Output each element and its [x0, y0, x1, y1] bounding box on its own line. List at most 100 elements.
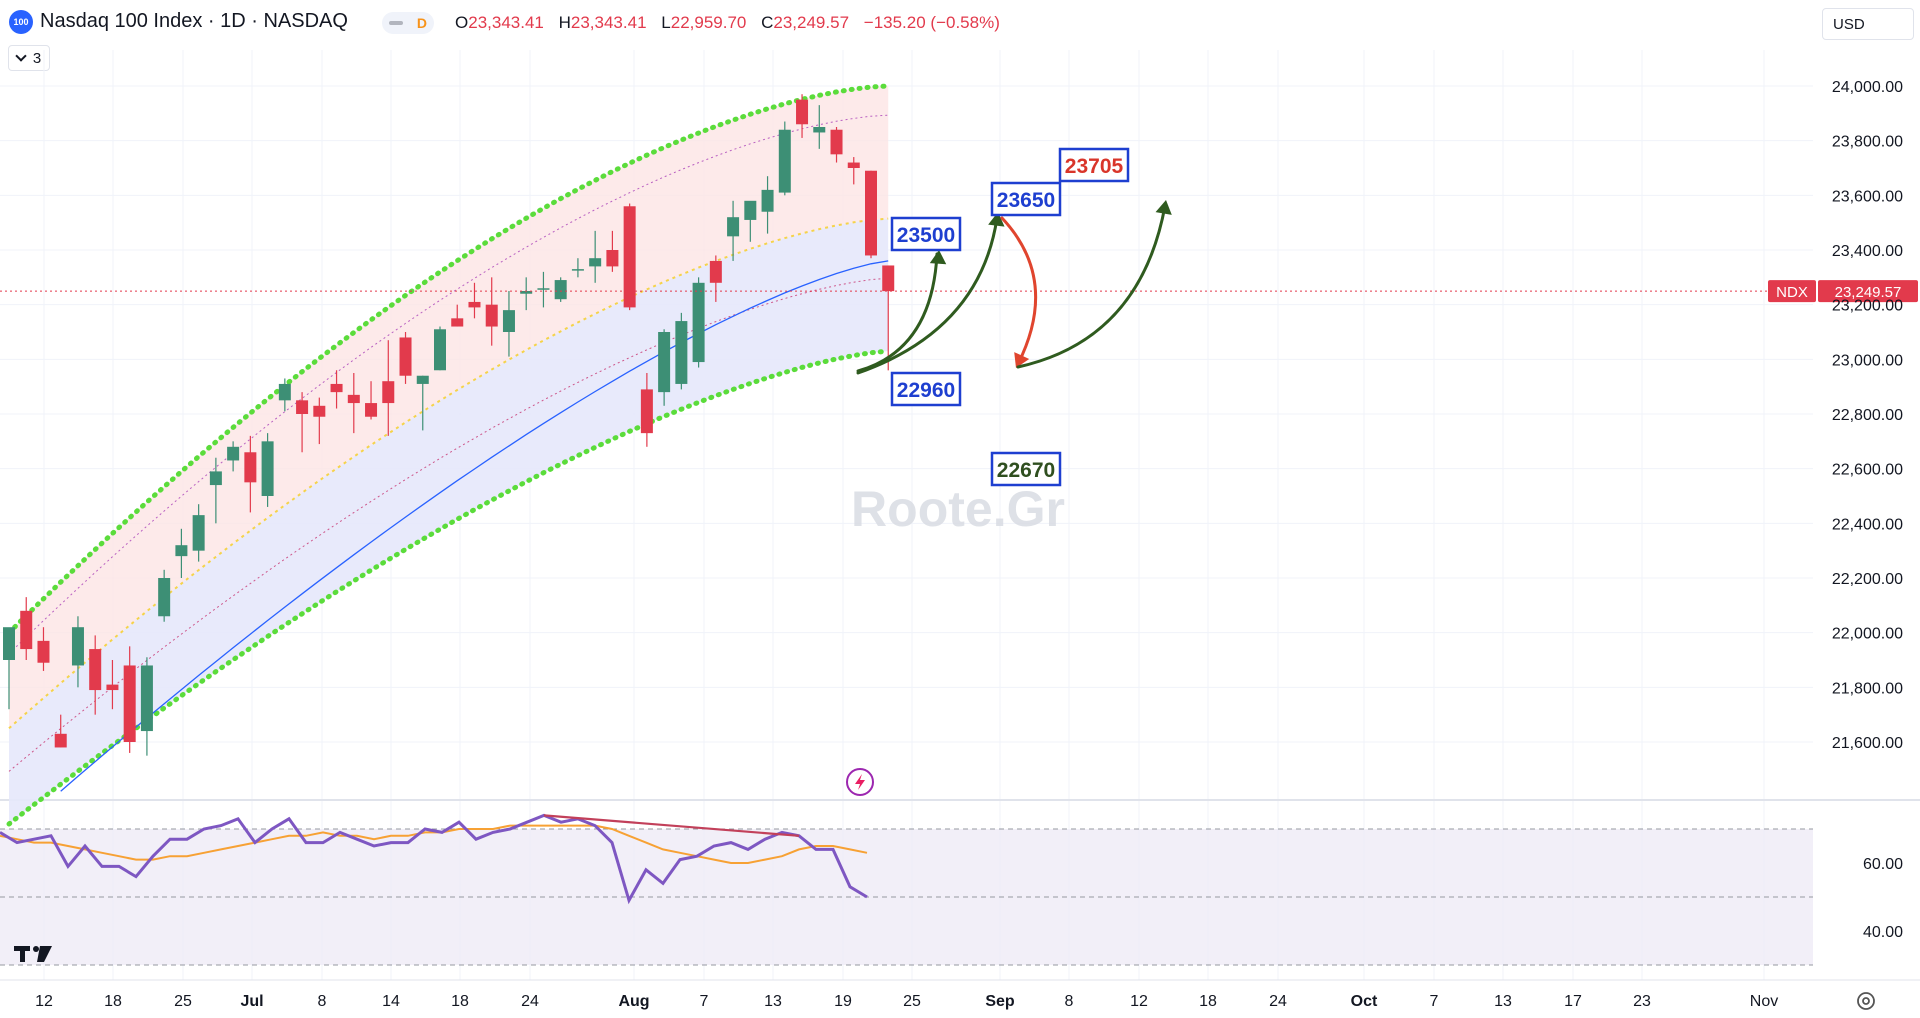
watermark-text: Roote.Gr: [851, 481, 1065, 537]
candle: [296, 392, 309, 453]
price-annotations: 23500 23650 23705 22960 22670: [890, 147, 1130, 487]
price-annotation-box[interactable]: 22670: [990, 451, 1062, 487]
symbol-logo[interactable]: 100: [9, 10, 33, 34]
candle: [192, 504, 205, 562]
candle-body: [227, 446, 240, 461]
candle: [537, 271, 550, 308]
time-axis-label: 24: [1269, 993, 1287, 1010]
high-value: 23,343.41: [570, 13, 647, 32]
candle: [140, 657, 153, 756]
price-annotation-box[interactable]: 23705: [1058, 147, 1130, 183]
candle-body: [416, 375, 429, 384]
time-axis-label: 13: [764, 993, 782, 1010]
candle: [882, 265, 895, 371]
candle-body: [847, 162, 860, 168]
price-annotation-box[interactable]: 23500: [890, 216, 962, 252]
price-axis-label: 21,800.00: [1832, 680, 1903, 697]
candle: [761, 176, 774, 234]
time-axis-label: 23: [1633, 993, 1651, 1010]
candle-body: [347, 394, 360, 404]
time-axis-label: 18: [1199, 993, 1217, 1010]
annotation-label: 23650: [997, 189, 1055, 212]
candle: [727, 200, 740, 261]
interval-badge[interactable]: D: [382, 12, 434, 34]
price-annotation-box[interactable]: 23650: [990, 181, 1062, 217]
candle: [209, 457, 222, 524]
candle-body: [365, 403, 378, 417]
candle-body: [37, 640, 50, 663]
candle: [451, 304, 464, 327]
chart-header: 100 Nasdaq 100 Index · 1D · NASDAQ D O 23…: [0, 0, 1920, 44]
price-axis-label: 23,200.00: [1832, 298, 1903, 315]
time-axis-label: 18: [104, 993, 122, 1010]
candle-body: [244, 452, 257, 483]
low-label: L: [661, 13, 671, 32]
time-axis-label: 7: [700, 993, 709, 1010]
channel-lower-bound: [6, 348, 891, 827]
close-value: 23,249.57: [773, 13, 850, 32]
tradingview-logo-icon[interactable]: [14, 946, 52, 962]
candle: [71, 616, 84, 688]
candle: [347, 373, 360, 434]
candle: [813, 105, 826, 149]
candle-body: [296, 400, 309, 414]
candle-body: [744, 200, 757, 220]
lightning-event-icon[interactable]: [846, 768, 874, 796]
price-axis-label: 22,400.00: [1832, 516, 1903, 533]
channel-upper-fill: [9, 86, 889, 729]
candle-body: [89, 649, 102, 691]
indicator-toggle-button[interactable]: 3: [8, 45, 50, 71]
candle-body: [20, 610, 33, 650]
candle: [3, 627, 15, 710]
candle: [571, 258, 584, 278]
time-axis-label: Nov: [1750, 993, 1778, 1010]
candle: [847, 157, 860, 185]
price-channel: [6, 83, 891, 827]
candle-body: [554, 280, 567, 300]
time-axis-label: 7: [1430, 993, 1439, 1010]
candle: [416, 375, 429, 431]
candle: [244, 435, 257, 513]
currency-select[interactable]: USD: [1822, 8, 1914, 40]
annotation-frame: [1058, 147, 1130, 183]
price-axis[interactable]: 24,000.00 23,800.00 23,600.00 23,400.00 23,2…: [1832, 79, 1903, 752]
candle-body: [278, 383, 291, 401]
candle-body: [813, 127, 826, 133]
time-axis-label: Oct: [1351, 993, 1378, 1010]
divergence-line: [543, 814, 800, 837]
annotation-frame: [990, 451, 1062, 487]
price-tag-symbol-box: [1768, 280, 1816, 303]
time-axis-label: 19: [834, 993, 852, 1010]
candle-body: [330, 383, 343, 393]
time-axis-label: 8: [318, 993, 327, 1010]
candle-body: [537, 288, 550, 290]
candle-body: [589, 258, 602, 267]
price-axis-label: 22,800.00: [1832, 407, 1903, 424]
time-axis-label: 25: [903, 993, 921, 1010]
price-axis-label: 22,000.00: [1832, 626, 1903, 643]
candle-body: [727, 217, 740, 237]
price-axis-label: 22,600.00: [1832, 462, 1903, 479]
candlestick-series: [3, 94, 895, 756]
candle-body: [3, 627, 15, 660]
candle-body: [468, 301, 481, 308]
candle: [89, 635, 102, 715]
candle-body: [761, 189, 774, 212]
arrow-to-23705-head: [1155, 200, 1172, 215]
time-axis[interactable]: 12 18 25 Jul 8 14 18 24 Aug 7 13 19 25 Sep 8 12 18 24 Oct 7…: [35, 993, 1778, 1010]
annotation-frame: [990, 181, 1062, 217]
candle-body: [485, 304, 498, 327]
price-annotation-box[interactable]: 22960: [890, 371, 962, 407]
price-tag-symbol: NDX: [1776, 284, 1808, 301]
gear-icon[interactable]: [1857, 992, 1875, 1010]
candle: [278, 378, 291, 412]
time-axis-label: 8: [1065, 993, 1074, 1010]
candle-body: [399, 337, 412, 376]
rsi-axis-label: 60.00: [1863, 856, 1903, 873]
symbol-title[interactable]: Nasdaq 100 Index · 1D · NASDAQ: [40, 10, 348, 32]
open-label: O: [455, 13, 469, 32]
candle-body: [71, 627, 84, 666]
rsi-axis[interactable]: 60.00 40.00: [1863, 856, 1903, 941]
time-axis-label: 14: [382, 993, 400, 1010]
